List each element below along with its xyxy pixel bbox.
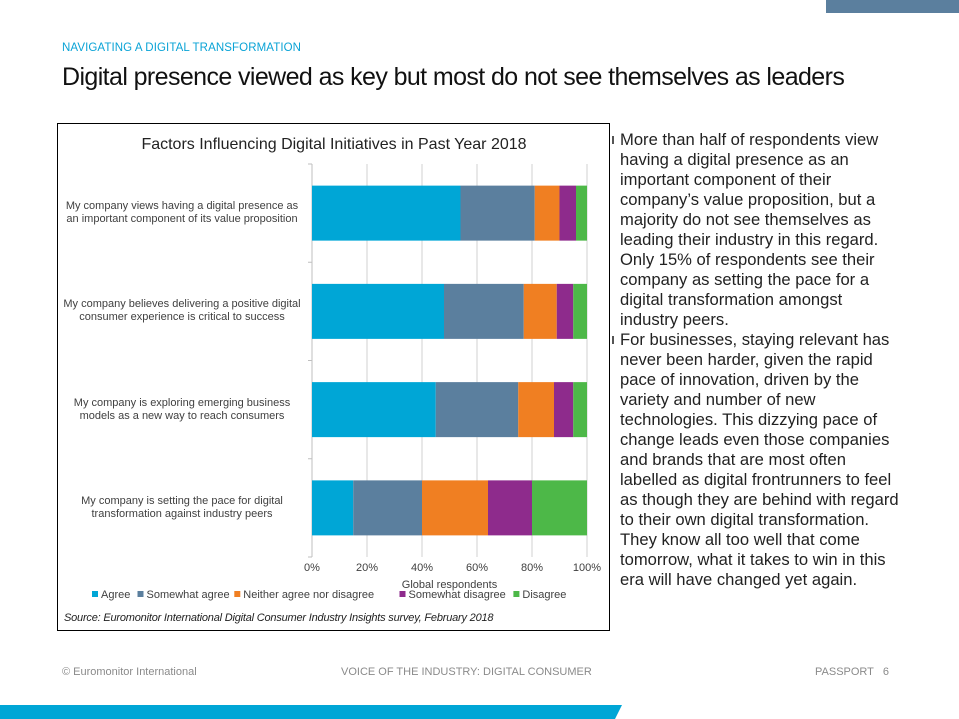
- footer-copyright: © Euromonitor International: [62, 666, 197, 678]
- footer-report-name: VOICE OF THE INDUSTRY: DIGITAL CONSUMER: [341, 666, 592, 678]
- bar-segment: [518, 382, 554, 438]
- bar-segment: [422, 480, 488, 536]
- footer-page-number: PASSPORT 6: [815, 666, 889, 678]
- category-label: My company views having a digital presen…: [65, 200, 299, 226]
- commentary: More than half of respondents view havin…: [612, 130, 902, 590]
- chart-source: Source: Euromonitor International Digita…: [64, 612, 494, 624]
- bar-segment: [353, 480, 422, 536]
- legend-swatch: [513, 591, 520, 597]
- legend-label: Agree: [101, 589, 130, 601]
- bar-segment: [573, 382, 587, 438]
- category-label: My company is exploring emerging busines…: [73, 396, 291, 422]
- bar-segment: [312, 185, 461, 241]
- x-tick-label: 0%: [304, 562, 320, 574]
- bar-segment: [312, 480, 354, 536]
- bar-segment: [523, 283, 557, 339]
- page-title: Digital presence viewed as key but most …: [62, 63, 845, 91]
- legend-swatch: [399, 591, 406, 597]
- bullet-point-1: More than half of respondents view havin…: [612, 130, 902, 330]
- chart-container: Factors Influencing Digital Initiatives …: [57, 123, 610, 631]
- bullet-point-2: For businesses, staying relevant has nev…: [612, 330, 902, 590]
- bar-segment: [488, 480, 532, 536]
- legend-label: Neither agree nor disagree: [243, 589, 374, 601]
- legend-label: Somewhat disagree: [409, 589, 506, 601]
- bar-segment: [312, 283, 444, 339]
- chart-title: Factors Influencing Digital Initiatives …: [141, 136, 526, 153]
- bar-segment: [435, 382, 519, 438]
- category-label: My company believes delivering a positiv…: [63, 298, 301, 324]
- legend-swatch: [234, 591, 241, 597]
- bar-segment: [460, 185, 535, 241]
- legend-swatch: [137, 591, 144, 597]
- x-tick-label: 40%: [411, 562, 433, 574]
- bar-segment: [532, 480, 587, 536]
- section-kicker: NAVIGATING A DIGITAL TRANSFORMATION: [62, 42, 302, 54]
- legend-swatch: [92, 591, 98, 597]
- bottom-accent-band: [0, 705, 622, 719]
- bar-segment: [573, 283, 587, 339]
- x-axis-title: Global respondents: [402, 579, 498, 591]
- x-tick-label: 80%: [521, 562, 543, 574]
- bar-segment: [312, 382, 436, 438]
- bar-segment: [559, 185, 576, 241]
- bar-segment: [534, 185, 560, 241]
- bar-segment: [554, 382, 574, 438]
- top-accent-band: [826, 0, 959, 13]
- bar-segment: [576, 185, 587, 241]
- bar-segment: [556, 283, 574, 339]
- x-tick-label: 20%: [356, 562, 378, 574]
- x-tick-label: 100%: [573, 562, 601, 574]
- bar-segment: [444, 283, 524, 339]
- legend-label: Somewhat agree: [147, 589, 230, 601]
- stacked-bar-chart: Factors Influencing Digital Initiatives …: [92, 136, 601, 601]
- x-tick-label: 60%: [466, 562, 488, 574]
- category-label: My company is setting the pace for digit…: [81, 494, 283, 520]
- legend-label: Disagree: [522, 589, 566, 601]
